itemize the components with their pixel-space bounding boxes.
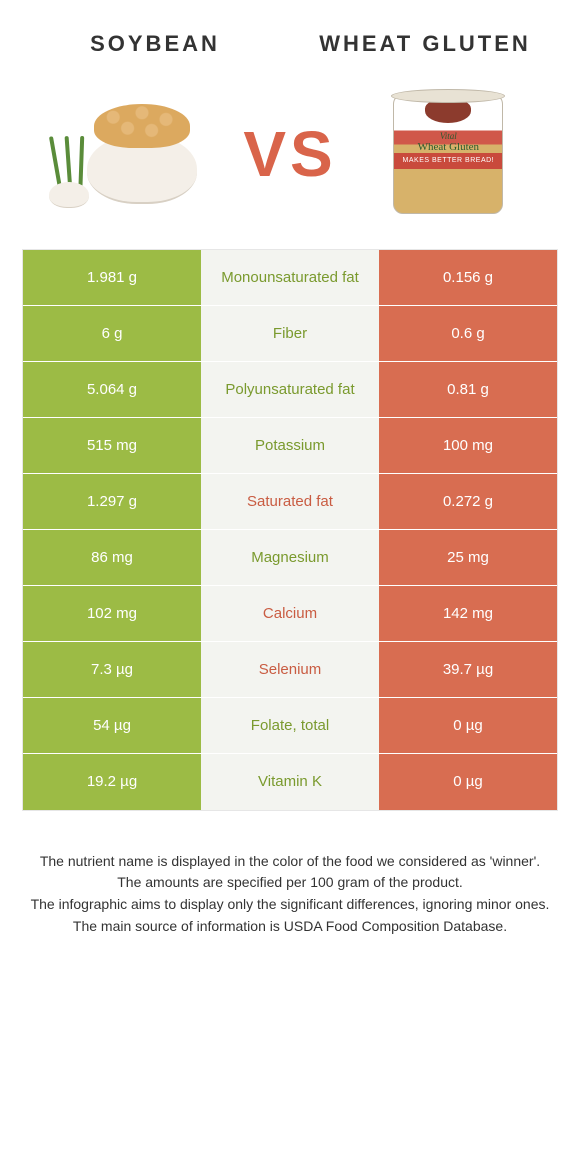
left-title-wrap: SOYBEAN: [20, 30, 290, 59]
table-row: 6 gFiber0.6 g: [23, 306, 557, 362]
nutrient-label: Selenium: [201, 642, 379, 697]
right-value: 25 mg: [379, 530, 557, 585]
nutrient-label: Calcium: [201, 586, 379, 641]
footer-line-2: The amounts are specified per 100 gram o…: [26, 872, 554, 894]
left-value: 1.297 g: [23, 474, 201, 529]
table-row: 515 mgPotassium100 mg: [23, 418, 557, 474]
table-row: 19.2 µgVitamin K0 µg: [23, 754, 557, 810]
wheat-gluten-illustration: Vital Wheat Gluten MAKES BETTER BREAD!: [347, 89, 550, 219]
right-value: 0.6 g: [379, 306, 557, 361]
right-value: 100 mg: [379, 418, 557, 473]
soybean-illustration: [30, 94, 233, 214]
can-product-line: Wheat Gluten: [418, 141, 479, 153]
table-row: 54 µgFolate, total0 µg: [23, 698, 557, 754]
nutrient-label: Vitamin K: [201, 754, 379, 810]
hero-row: VS Vital Wheat Gluten MAKES BETTER BREAD…: [0, 69, 580, 249]
footer-line-3: The infographic aims to display only the…: [26, 894, 554, 916]
table-row: 1.297 gSaturated fat0.272 g: [23, 474, 557, 530]
left-value: 1.981 g: [23, 250, 201, 305]
can-band-text: MAKES BETTER BREAD!: [394, 153, 502, 169]
table-row: 1.981 gMonounsaturated fat0.156 g: [23, 250, 557, 306]
footer-notes: The nutrient name is displayed in the co…: [0, 811, 580, 998]
table-row: 7.3 µgSelenium39.7 µg: [23, 642, 557, 698]
nutrient-label: Polyunsaturated fat: [201, 362, 379, 417]
can-brand-line: Vital: [440, 131, 457, 141]
left-value: 19.2 µg: [23, 754, 201, 810]
left-title: SOYBEAN: [20, 30, 290, 59]
right-value: 0.81 g: [379, 362, 557, 417]
nutrient-label: Monounsaturated fat: [201, 250, 379, 305]
table-row: 102 mgCalcium142 mg: [23, 586, 557, 642]
right-value: 0 µg: [379, 754, 557, 810]
right-value: 39.7 µg: [379, 642, 557, 697]
right-value: 0.156 g: [379, 250, 557, 305]
vs-text: VS: [243, 117, 336, 191]
right-title-wrap: WHEAT GLUTEN: [290, 30, 560, 59]
left-value: 6 g: [23, 306, 201, 361]
left-value: 86 mg: [23, 530, 201, 585]
nutrient-label: Magnesium: [201, 530, 379, 585]
table-row: 5.064 gPolyunsaturated fat0.81 g: [23, 362, 557, 418]
right-title: WHEAT GLUTEN: [290, 30, 560, 59]
nutrient-label: Folate, total: [201, 698, 379, 753]
left-value: 102 mg: [23, 586, 201, 641]
nutrient-table: 1.981 gMonounsaturated fat0.156 g6 gFibe…: [22, 249, 558, 811]
right-value: 142 mg: [379, 586, 557, 641]
left-value: 54 µg: [23, 698, 201, 753]
nutrient-label: Saturated fat: [201, 474, 379, 529]
title-row: SOYBEAN WHEAT GLUTEN: [0, 0, 580, 69]
table-row: 86 mgMagnesium25 mg: [23, 530, 557, 586]
footer-line-4: The main source of information is USDA F…: [26, 916, 554, 938]
footer-line-1: The nutrient name is displayed in the co…: [26, 851, 554, 873]
right-value: 0.272 g: [379, 474, 557, 529]
nutrient-label: Fiber: [201, 306, 379, 361]
right-value: 0 µg: [379, 698, 557, 753]
left-value: 515 mg: [23, 418, 201, 473]
left-value: 5.064 g: [23, 362, 201, 417]
nutrient-label: Potassium: [201, 418, 379, 473]
left-value: 7.3 µg: [23, 642, 201, 697]
